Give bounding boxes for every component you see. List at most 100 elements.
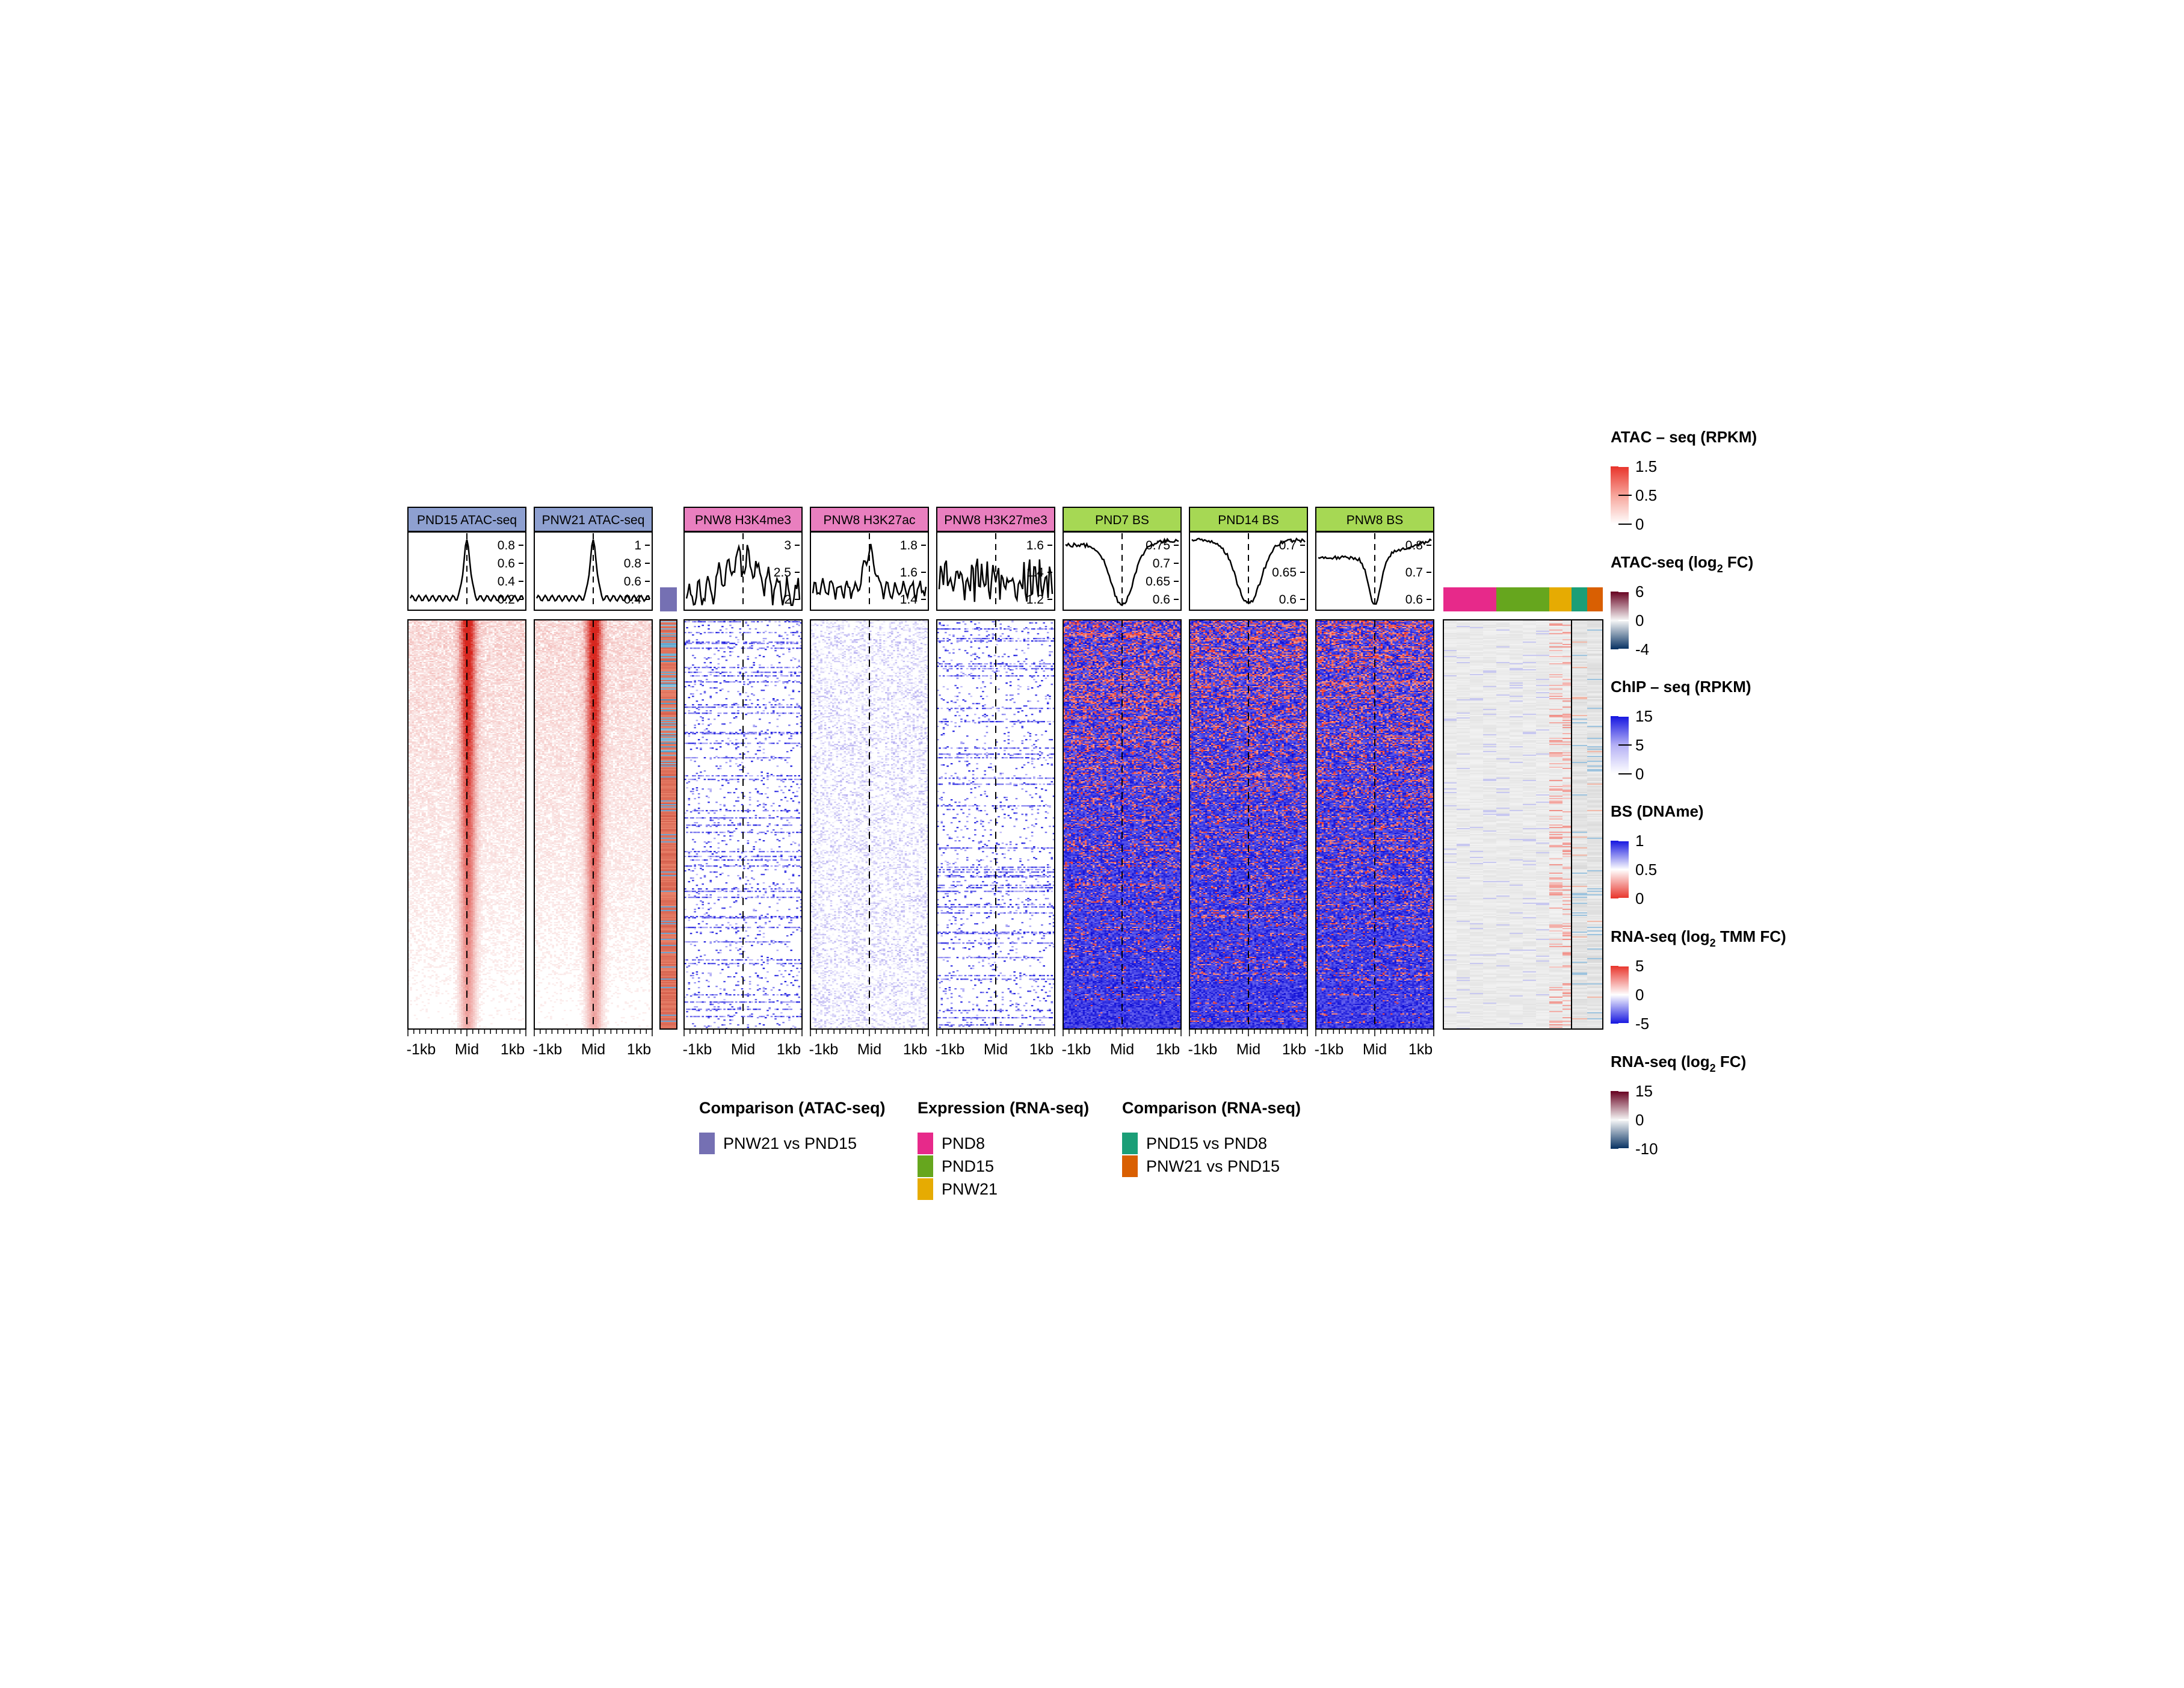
heatmap-cell (453, 637, 455, 638)
heatmap-cell (477, 644, 479, 645)
heatmap-cell (455, 625, 457, 626)
heatmap-cell (467, 640, 469, 642)
heatmap-cell (457, 622, 460, 623)
heatmap-cell (416, 655, 418, 656)
heatmap-cell (430, 646, 432, 648)
heatmap-cell (483, 622, 485, 623)
heatmap-cell (412, 640, 415, 642)
heatmap-cell (439, 644, 442, 645)
heatmap-cell (518, 631, 520, 632)
heatmap-cell (437, 640, 440, 642)
heatmap-cell (520, 627, 522, 628)
heatmap-cell (510, 643, 513, 644)
heatmap-cell (431, 650, 434, 651)
heatmap-cell (504, 644, 507, 645)
heatmap-cell (481, 629, 483, 631)
heatmap-cell (416, 621, 418, 622)
heatmap-cell (484, 652, 487, 654)
heatmap-cell (516, 644, 519, 645)
heatmap-cell (508, 634, 511, 635)
heatmap-cell (418, 650, 420, 651)
heatmap-cell (506, 649, 508, 650)
heatmap-cell (410, 634, 412, 635)
heatmap-cell (516, 623, 519, 625)
heatmap-cell (436, 638, 438, 639)
heatmap-cell (481, 645, 483, 646)
heatmap-cell (501, 642, 503, 643)
heatmap-cell (516, 649, 519, 650)
heatmap-cell (430, 622, 432, 623)
heatmap-cell (469, 649, 471, 650)
heatmap-cell (424, 621, 426, 622)
heatmap-cell (522, 643, 524, 644)
heatmap-cell (412, 629, 415, 631)
heatmap-cell (477, 629, 479, 631)
heatmap-cell (469, 639, 471, 640)
heatmap-cell (451, 622, 454, 623)
heatmap-cell (520, 632, 522, 633)
heatmap-cell (461, 627, 463, 628)
heatmap-cell (504, 628, 507, 629)
heatmap-cell (510, 642, 513, 643)
heatmap-cell (420, 651, 422, 652)
heatmap-cell (425, 628, 428, 629)
heatmap-cell (487, 633, 489, 634)
heatmap-cell (428, 632, 430, 633)
heatmap-cell (431, 655, 434, 656)
heatmap-cell (483, 621, 485, 622)
heatmap-cell (483, 628, 485, 629)
heatmap-cell (437, 645, 440, 646)
heatmap-cell (508, 638, 511, 639)
heatmap-cell (483, 625, 485, 626)
heatmap-cell (437, 644, 440, 645)
heatmap-cell (451, 634, 454, 635)
heatmap-cell (479, 645, 481, 646)
heatmap-cell (455, 644, 457, 645)
heatmap-cell (477, 632, 479, 633)
heatmap-cell (469, 629, 471, 631)
heatmap-cell (424, 642, 426, 643)
heatmap-cell (416, 643, 418, 644)
heatmap-cell (471, 629, 474, 631)
heatmap-cell (510, 640, 513, 642)
heatmap-cell (461, 651, 463, 652)
heatmap-cell (463, 644, 465, 645)
heatmap-cell (418, 642, 420, 643)
heatmap-cell (469, 645, 471, 646)
heatmap-cell (459, 644, 461, 645)
heatmap-cell (479, 628, 481, 629)
heatmap-cell (457, 646, 460, 648)
heatmap-cell (431, 639, 434, 640)
heatmap-cell (481, 621, 483, 622)
heatmap-cell (483, 638, 485, 639)
heatmap-cell (473, 652, 475, 654)
heatmap-cell (445, 631, 448, 632)
heatmap-cell (439, 642, 442, 643)
heatmap-cell (490, 633, 493, 634)
heatmap-cell (465, 643, 467, 644)
heatmap-cell (430, 634, 432, 635)
heatmap-cell (467, 644, 469, 645)
heatmap-cell (492, 628, 495, 629)
heatmap-cell (445, 625, 448, 626)
heatmap-cell (455, 623, 457, 625)
heatmap-cell (471, 634, 474, 635)
heatmap-cell (425, 645, 428, 646)
heatmap-cell (451, 629, 454, 631)
heatmap-cell (512, 621, 514, 622)
heatmap-cell (481, 640, 483, 642)
heatmap-cell (412, 642, 415, 643)
heatmap-cell (477, 628, 479, 629)
heatmap-cell (506, 646, 508, 648)
heatmap-cell (510, 635, 513, 637)
heatmap-cell (498, 621, 501, 622)
heatmap-cell (492, 648, 495, 649)
heatmap-cell (461, 654, 463, 655)
heatmap-cell (416, 627, 418, 628)
heatmap-cell (449, 646, 452, 648)
heatmap-cell (508, 628, 511, 629)
heatmap-cell (455, 622, 457, 623)
heatmap-cell (439, 655, 442, 656)
heatmap-cell (496, 638, 499, 639)
heatmap-cell (420, 637, 422, 638)
